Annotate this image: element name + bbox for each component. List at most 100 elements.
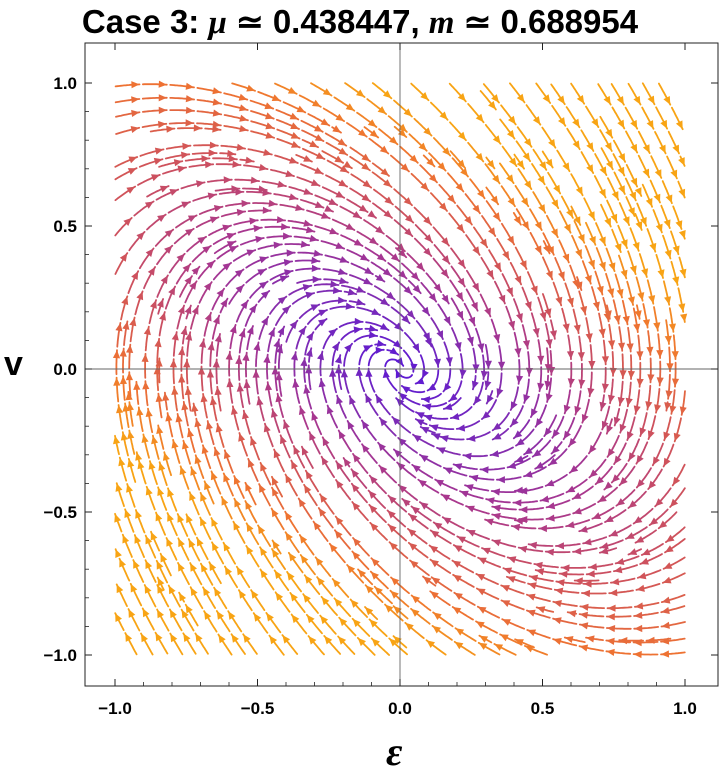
stream-arrowhead: [680, 313, 688, 322]
stream-arrowhead: [122, 534, 130, 544]
stream-line: [442, 397, 462, 411]
stream-line: [133, 380, 246, 655]
stream-line: [115, 482, 197, 655]
stream-arrowhead: [269, 635, 278, 645]
stream-arrowhead: [314, 134, 324, 142]
stream-arrowhead: [209, 562, 217, 571]
stream-arrowhead: [603, 95, 611, 105]
stream-arrowhead: [401, 314, 410, 324]
stream-arrowhead: [596, 285, 604, 295]
stream-arrowhead: [317, 351, 324, 361]
stream-arrowhead: [226, 232, 236, 240]
stream-arrowhead: [246, 523, 254, 532]
stream-arrowhead: [546, 270, 553, 280]
stream-arrowhead: [632, 242, 640, 251]
stream-line: [114, 160, 377, 219]
stream-arrowhead: [166, 125, 175, 133]
stream-arrowhead: [616, 96, 624, 105]
stream-line: [285, 296, 366, 343]
stream-arrowhead: [423, 576, 432, 585]
stream-arrowhead: [678, 188, 686, 198]
stream-arrowhead: [201, 445, 209, 454]
stream-arrowhead: [286, 249, 295, 257]
stream-arrowhead: [339, 277, 348, 285]
stream-arrowhead: [193, 124, 202, 132]
stream-arrowhead: [189, 281, 197, 290]
title-mu-value: ≃ 0.438447,: [226, 3, 429, 40]
stream-arrowhead: [478, 557, 487, 565]
stream-arrowhead: [374, 586, 383, 595]
stream-arrowhead: [115, 613, 122, 622]
stream-arrowhead: [607, 604, 616, 612]
stream-arrowhead: [655, 223, 663, 233]
stream-line: [485, 156, 496, 170]
stream-arrowhead: [405, 622, 414, 631]
stream-arrowhead: [398, 392, 408, 401]
stream-arrowhead: [113, 435, 121, 445]
stream-line: [534, 538, 686, 578]
stream-arrowhead: [213, 447, 221, 457]
stream-arrowhead: [490, 450, 499, 458]
stream-line: [634, 511, 678, 544]
stream-arrowhead: [240, 300, 248, 310]
stream-arrowhead: [259, 484, 266, 493]
stream-arrowhead: [203, 587, 211, 596]
stream-arrowhead: [376, 394, 383, 404]
stream-arrowhead: [144, 585, 152, 594]
stream-arrowhead: [228, 611, 236, 620]
stream-arrowhead: [441, 237, 449, 246]
stream-arrowhead: [477, 189, 485, 199]
stream-line: [149, 124, 222, 133]
stream-arrowhead: [272, 549, 280, 558]
stream-arrowhead: [177, 305, 185, 315]
stream-arrowhead: [476, 588, 486, 596]
stream-arrowhead: [618, 342, 626, 351]
stream-arrowhead: [131, 96, 140, 104]
stream-arrowhead: [281, 223, 290, 231]
stream-arrowhead: [115, 483, 123, 492]
stream-arrowhead: [551, 228, 558, 238]
stream-arrowhead: [647, 95, 655, 105]
stream-arrowhead: [233, 476, 241, 485]
stream-arrowhead: [516, 160, 525, 169]
stream-arrowhead: [653, 193, 661, 203]
stream-arrowhead: [433, 283, 442, 293]
stream-arrowhead: [622, 216, 630, 226]
stream-arrowhead: [617, 397, 625, 406]
stream-arrowhead: [155, 358, 163, 367]
stream-line: [599, 115, 643, 197]
stream-arrowhead: [416, 262, 425, 271]
stream-arrowhead: [235, 356, 243, 365]
stream-line: [310, 82, 534, 441]
stream-arrowhead: [514, 486, 524, 494]
stream-arrowhead: [185, 604, 193, 614]
stream-arrowhead: [238, 329, 246, 338]
stream-arrowhead: [581, 414, 589, 423]
stream-arrowhead: [343, 458, 351, 467]
stream-line: [392, 605, 409, 620]
stream-arrowhead: [191, 403, 199, 412]
stream-arrowhead: [516, 93, 525, 103]
stream-arrowhead: [679, 268, 687, 278]
stream-arrowhead: [604, 142, 612, 151]
stream-line: [271, 325, 501, 656]
stream-line: [344, 82, 545, 440]
stream-arrowhead: [347, 564, 356, 574]
stream-arrowhead: [246, 249, 256, 257]
stream-arrowhead: [418, 479, 427, 488]
stream-arrowhead: [208, 149, 217, 157]
stream-arrowhead: [365, 607, 374, 616]
stream-arrowhead: [453, 463, 463, 471]
stream-arrowhead: [613, 315, 621, 324]
stream-arrowhead: [324, 205, 333, 212]
stream-arrowhead: [168, 585, 176, 595]
stream-arrowhead: [185, 119, 194, 127]
stream-arrowhead: [231, 185, 240, 193]
stream-arrowhead: [318, 378, 326, 388]
chart-title: Case 3: μ ≃ 0.438447, m ≃ 0.688954: [0, 2, 720, 42]
stream-arrowhead: [500, 634, 509, 642]
stream-arrowhead: [236, 143, 246, 151]
stream-line: [573, 577, 600, 585]
stream-arrowhead: [549, 330, 557, 339]
stream-arrowhead: [636, 584, 645, 592]
